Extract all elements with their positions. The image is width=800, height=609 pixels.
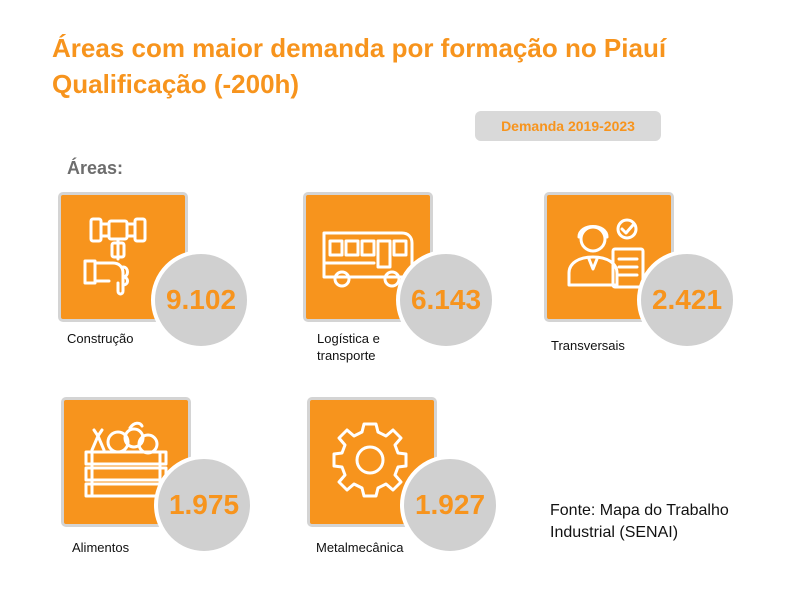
value-circle: 6.143 [396, 250, 496, 350]
hammer-hand-icon [83, 217, 147, 296]
area-label-metalmecanica: Metalmecânica [316, 540, 404, 555]
area-card-transversais: 2.421 [544, 192, 737, 350]
page-title: Áreas com maior demanda por formação no … [52, 30, 666, 102]
areas-label: Áreas: [67, 158, 124, 178]
area-label-logistica: Logística e transporte [317, 331, 380, 363]
area-card-alimentos: 1.975 [61, 397, 254, 555]
value-circle: 1.975 [154, 455, 254, 555]
vegetable-crate-icon [84, 421, 168, 498]
source-note: Fonte: Mapa do Trabalho Industrial (SENA… [550, 502, 729, 541]
title-line-2: Qualificação (-200h) [52, 69, 300, 99]
area-label-construcao: Construção [67, 331, 134, 346]
value-circle: 9.102 [151, 250, 251, 350]
gear-icon [332, 422, 408, 498]
value-circle: 1.927 [400, 455, 500, 555]
area-label-transversais: Transversais [551, 338, 625, 353]
worker-checklist-icon [567, 218, 645, 289]
area-card-metalmecanica: 1.927 [307, 397, 500, 555]
area-card-logistica: 6.143 [303, 192, 496, 350]
area-label-alimentos: Alimentos [72, 540, 130, 555]
value-circle: 2.421 [637, 250, 737, 350]
period-badge: Demanda 2019-2023 [475, 111, 661, 141]
area-tile [58, 192, 188, 322]
title-line-1: Áreas com maior demanda por formação no … [52, 33, 667, 63]
area-card-construcao: 9.102 [58, 192, 251, 350]
area-tile [61, 397, 191, 527]
